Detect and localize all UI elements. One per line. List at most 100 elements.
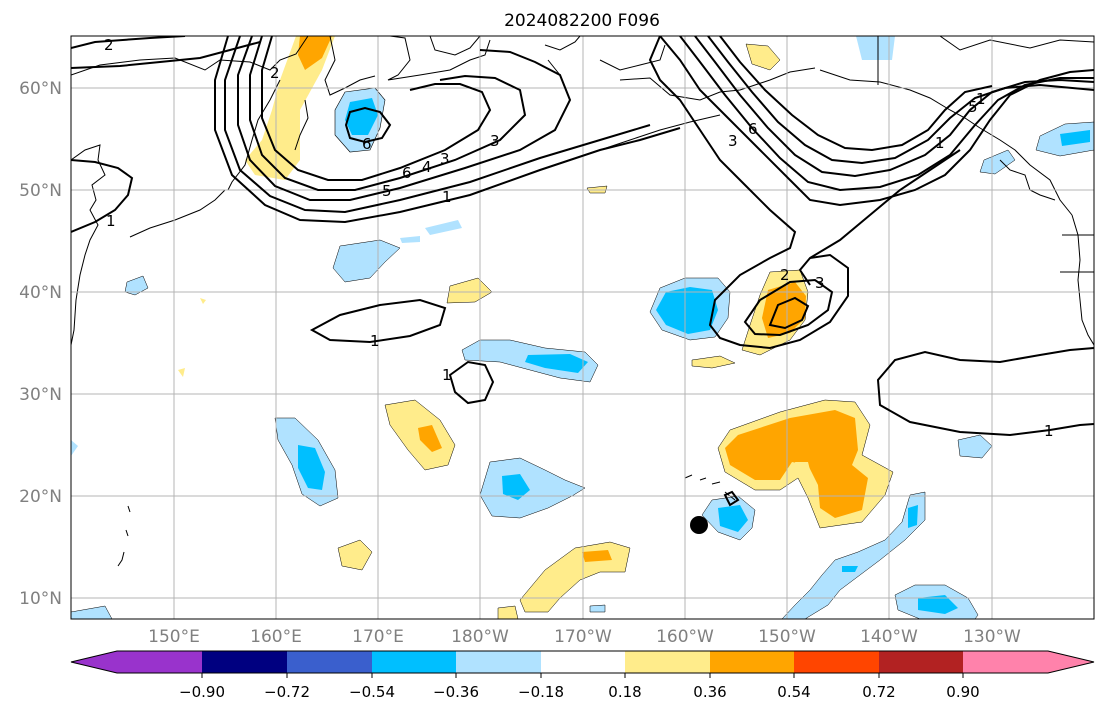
- colorbar-tick-label: −0.90: [179, 683, 225, 701]
- contour-label-layer: 2 1 2 3 5 6 3 4 5 6 1 1 1 1 2 3 3 6 1 1: [104, 36, 1054, 440]
- contour-label: 6: [402, 164, 412, 182]
- negative-anomaly-region: [781, 491, 926, 619]
- colorbar-segment: [541, 651, 625, 673]
- colorbar-tick-label: −0.72: [264, 683, 310, 701]
- map-border: [70, 35, 1095, 620]
- colorbar-segment: [372, 651, 456, 673]
- colorbar-segment: [710, 651, 794, 673]
- colorbar-tick-label: 0.36: [693, 683, 726, 701]
- colorbar-tick-label: 0.54: [777, 683, 810, 701]
- negative-anomaly-region: [525, 354, 588, 373]
- negative-anomaly-region: [979, 149, 1016, 175]
- positive-anomaly-region: [691, 355, 736, 369]
- contour-label: 2: [270, 64, 280, 82]
- longitude-label: 170°W: [554, 627, 612, 647]
- contour-line: [237, 36, 572, 201]
- contour-line: [249, 36, 527, 191]
- longitude-label: 150°E: [148, 627, 200, 647]
- negative-anomaly-region: [345, 98, 378, 135]
- contour-line: [768, 296, 810, 330]
- contour-line: [659, 36, 1094, 207]
- contour-line: [694, 36, 1094, 178]
- contour-label: 5: [382, 182, 392, 200]
- latitude-label: 50°N: [19, 181, 62, 201]
- positive-anomaly-region: [298, 36, 332, 70]
- coastline: [324, 36, 376, 96]
- contour-line: [723, 490, 740, 507]
- coastline: [294, 99, 309, 151]
- colorbar-segment: [287, 651, 372, 673]
- grid-layer: [71, 36, 1094, 619]
- negative-anomaly-region: [298, 445, 325, 490]
- colorbar-tick-label: 0.90: [946, 683, 979, 701]
- contour-label: 2: [104, 36, 114, 54]
- contour-label: 1: [935, 134, 945, 152]
- latitude-label: 40°N: [19, 283, 62, 303]
- colorbar-tick-label: 0.18: [608, 683, 641, 701]
- storm-position-marker: [690, 516, 708, 534]
- contour-label: 1: [370, 332, 380, 350]
- contour-line: [71, 36, 186, 49]
- positive-anomaly-region: [337, 539, 373, 571]
- positive-anomaly-region: [795, 462, 812, 478]
- contour-line: [309, 298, 447, 344]
- contour-label: 1: [976, 90, 986, 108]
- coastline: [544, 36, 666, 76]
- coastline: [387, 36, 491, 81]
- contour-label: 1: [442, 188, 452, 206]
- latitude-labels: 60°N 50°N 40°N 30°N 20°N 10°N: [19, 79, 62, 609]
- contour-label: 4: [422, 158, 432, 176]
- colorbar-segment: [456, 651, 541, 673]
- colorbar-extend-high: [963, 651, 1094, 673]
- colorbar-segment: [202, 651, 287, 673]
- contour-line: [224, 36, 651, 214]
- coastline: [619, 67, 816, 101]
- contour-label: 2: [780, 266, 790, 284]
- positive-anomaly-region: [245, 36, 335, 180]
- latitude-label: 30°N: [19, 385, 62, 405]
- contour-line: [876, 347, 1094, 437]
- negative-anomaly-region: [718, 505, 748, 532]
- negative-anomaly-region: [71, 604, 606, 619]
- contour-line: [448, 360, 495, 405]
- coastline: [429, 36, 481, 56]
- longitude-label: 170°E: [352, 627, 404, 647]
- colorbar: −0.90 −0.72 −0.54 −0.36 −0.18 0.18 0.36 …: [70, 650, 1095, 701]
- coastline: [999, 159, 1094, 273]
- negative-anomaly-region: [1060, 130, 1090, 146]
- negative-anomaly-region: [842, 505, 918, 572]
- contour-label: 5: [968, 98, 978, 116]
- coastline: [129, 189, 226, 238]
- colorbar-tick-label: −0.36: [433, 683, 479, 701]
- negative-anomaly-region: [918, 595, 958, 614]
- coastline: [684, 474, 736, 501]
- contour-line: [261, 36, 492, 181]
- contour-label: 3: [815, 274, 825, 292]
- contour-line: [214, 36, 681, 224]
- positive-anomaly-region: [725, 410, 868, 518]
- contour-line: [679, 36, 1094, 192]
- contour-line: [707, 36, 1094, 165]
- positive-anomaly-region: [582, 550, 612, 562]
- longitude-label: 160°W: [656, 627, 714, 647]
- negative-anomaly-region: [71, 440, 78, 456]
- colorbar-segment: [794, 651, 879, 673]
- latitude-label: 20°N: [19, 487, 62, 507]
- longitude-label: 180°W: [451, 627, 509, 647]
- negative-anomaly-region: [856, 36, 895, 60]
- longitude-label: 160°E: [250, 627, 302, 647]
- contour-label: 3: [490, 132, 500, 150]
- colorbar-segment: [625, 651, 710, 673]
- latitude-label: 10°N: [19, 589, 62, 609]
- contour-label: 1: [442, 366, 452, 384]
- contour-label: 1: [106, 212, 116, 230]
- contour-label: 6: [748, 120, 758, 138]
- contour-line: [648, 36, 849, 350]
- contour-label: 3: [728, 132, 738, 150]
- longitude-label: 140°W: [860, 627, 918, 647]
- coastline: [1071, 214, 1094, 346]
- contour-line: [743, 278, 834, 337]
- coastline: [227, 79, 281, 191]
- colorbar-segment: [879, 651, 963, 673]
